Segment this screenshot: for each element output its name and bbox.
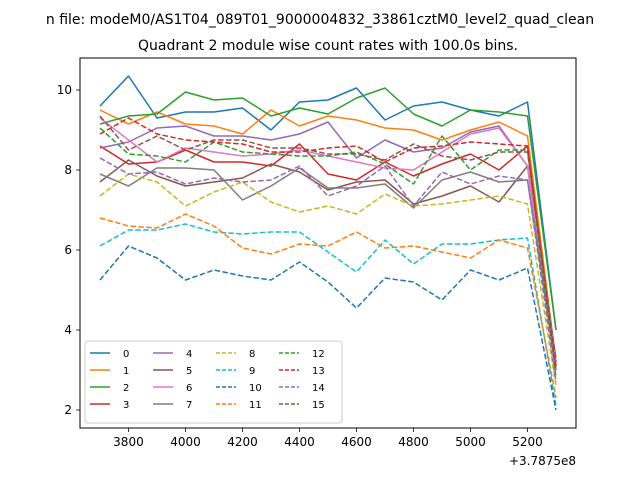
series-line-11 <box>99 213 557 399</box>
legend-label-2: 2 <box>123 383 129 394</box>
series-line-7 <box>99 167 557 371</box>
y-tick-label: 2 <box>64 403 72 417</box>
x-tick-label: 4200 <box>227 435 258 449</box>
series-line-3 <box>99 143 557 367</box>
legend-label-11: 11 <box>249 400 262 411</box>
series-line-8 <box>99 173 557 387</box>
y-tick-label: 4 <box>64 323 72 337</box>
series-line-14 <box>99 157 557 383</box>
series-lines <box>99 75 557 411</box>
legend-label-15: 15 <box>312 400 325 411</box>
x-offset-label: +3.7875e8 <box>509 454 576 468</box>
legend-label-10: 10 <box>249 383 262 394</box>
series-line-15 <box>99 115 557 363</box>
legend-label-8: 8 <box>249 349 255 360</box>
x-tick-label: 4400 <box>284 435 315 449</box>
series-line-0 <box>99 75 557 331</box>
x-tick-label: 4000 <box>170 435 201 449</box>
legend-label-4: 4 <box>186 349 192 360</box>
legend-label-12: 12 <box>312 349 325 360</box>
y-tick-label: 10 <box>57 83 72 97</box>
x-tick-label: 5000 <box>455 435 486 449</box>
x-tick-label: 3800 <box>113 435 144 449</box>
series-line-4 <box>99 121 557 359</box>
legend-label-1: 1 <box>123 366 129 377</box>
x-tick-label: 4600 <box>341 435 372 449</box>
x-tick-label: 5200 <box>512 435 543 449</box>
chart-suptitle: n file: modeM0/AS1T04_089T01_9000004832_… <box>46 12 594 28</box>
legend-label-14: 14 <box>312 383 325 394</box>
y-tick-label: 8 <box>64 163 72 177</box>
plot-frame <box>79 57 577 429</box>
legend-box <box>84 340 343 424</box>
series-line-12 <box>99 127 557 379</box>
series-line-13 <box>99 117 557 371</box>
legend-label-9: 9 <box>249 366 255 377</box>
series-line-9 <box>99 223 557 407</box>
y-axis: 2 4 6 8 10 <box>57 83 80 417</box>
legend-label-7: 7 <box>186 400 192 411</box>
series-line-5 <box>99 159 557 371</box>
legend-label-13: 13 <box>312 366 325 377</box>
legend-label-5: 5 <box>186 366 192 377</box>
legend-label-3: 3 <box>123 400 129 411</box>
chart-title: Quadrant 2 module wise count rates with … <box>138 38 518 54</box>
series-line-2 <box>99 87 557 331</box>
series-line-1 <box>99 109 557 363</box>
x-axis: 3800 4000 4200 4400 4600 4800 5000 5200 <box>113 428 543 449</box>
legend-label-6: 6 <box>186 383 192 394</box>
legend-label-0: 0 <box>123 349 129 360</box>
x-tick-label: 4800 <box>398 435 429 449</box>
series-line-10 <box>99 245 557 411</box>
y-tick-label: 6 <box>64 243 72 257</box>
